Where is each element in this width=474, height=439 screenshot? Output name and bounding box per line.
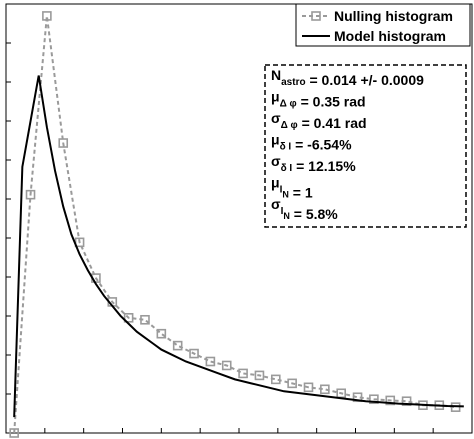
plot-area bbox=[9, 11, 464, 438]
legend-box bbox=[295, 3, 471, 47]
nulling-histogram-point bbox=[189, 348, 199, 359]
axes bbox=[5, 3, 473, 434]
model-histogram-line bbox=[13, 75, 464, 418]
nulling-histogram-point bbox=[205, 356, 216, 367]
nulling-histogram-point bbox=[221, 360, 232, 371]
annotation-line: σδ I = 12.15% bbox=[271, 153, 356, 174]
annotation-line: σΔ φ = 0.41 rad bbox=[271, 110, 367, 131]
legend-nulling-label: Nulling histogram bbox=[334, 8, 453, 24]
annotation-line: σIN = 5.8% bbox=[271, 196, 338, 222]
annotation-line: Nastro = 0.014 +/- 0.0009 bbox=[271, 67, 424, 88]
nulling-histogram-point bbox=[270, 374, 281, 385]
legend-model-label: Model histogram bbox=[334, 28, 446, 44]
annotation-line: μIN = 1 bbox=[271, 175, 313, 201]
nulling-histogram-point bbox=[369, 394, 379, 405]
nulling-histogram-point bbox=[287, 378, 297, 389]
nulling-histogram-point bbox=[320, 384, 330, 395]
annotation-line: μδ I = -6.54% bbox=[271, 132, 352, 153]
nulling-histogram-point bbox=[156, 328, 167, 339]
nulling-histogram-point bbox=[58, 138, 69, 148]
annotation-box bbox=[264, 64, 467, 228]
nulling-histogram-point bbox=[42, 11, 52, 21]
nulling-histogram-point bbox=[401, 396, 412, 407]
nulling-histogram-point bbox=[352, 392, 363, 403]
legend: Nulling histogram Model histogram bbox=[295, 3, 471, 47]
nulling-histogram-point bbox=[140, 314, 150, 325]
nulling-histogram-point bbox=[385, 395, 396, 406]
nulling-histogram-point bbox=[303, 382, 314, 393]
nulling-histogram-point bbox=[172, 340, 183, 351]
legend-nulling-marker bbox=[311, 11, 321, 21]
nulling-histogram-point bbox=[9, 428, 19, 438]
nulling-histogram-point bbox=[123, 313, 134, 323]
nulling-histogram-point bbox=[254, 370, 265, 381]
annotation-line: μΔ φ = 0.35 rad bbox=[271, 89, 366, 110]
nulling-histogram-point bbox=[25, 189, 36, 200]
nulling-histogram-point bbox=[238, 368, 248, 379]
nulling-histogram-line bbox=[13, 15, 456, 434]
